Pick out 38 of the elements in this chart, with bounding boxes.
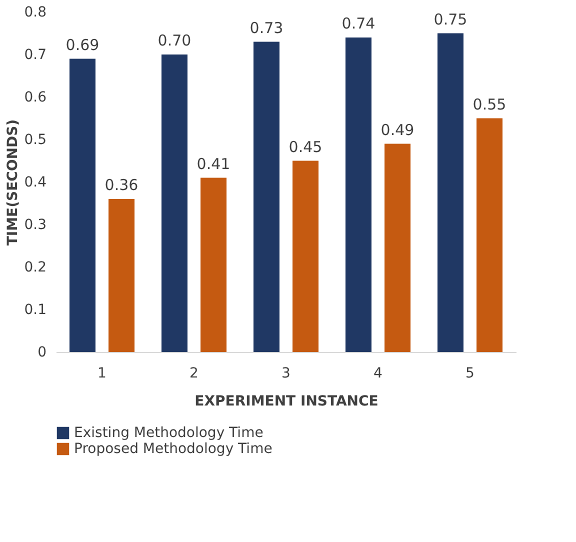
legend-label: Existing Methodology Time	[74, 425, 264, 441]
y-tick-label: 0.6	[24, 90, 47, 106]
bar	[161, 54, 188, 352]
y-tick-label: 0.8	[24, 4, 46, 20]
bar	[476, 118, 503, 352]
y-tick-label: 0.1	[24, 302, 46, 318]
y-tick-label: 0	[38, 344, 46, 360]
legend-label: Proposed Methodology Time	[74, 441, 272, 457]
bar	[292, 160, 319, 352]
data-label: 0.69	[66, 36, 100, 54]
y-tick-label: 0.4	[24, 174, 47, 190]
x-axis-title: EXPERIMENT INSTANCE	[194, 394, 378, 410]
bar	[200, 178, 227, 352]
x-tick-label: 1	[98, 366, 106, 382]
x-tick-label: 3	[282, 366, 290, 382]
bar	[345, 38, 372, 352]
y-tick-label: 0.2	[24, 260, 46, 276]
data-label: 0.36	[104, 176, 138, 194]
y-tick-label: 0.3	[24, 217, 46, 233]
x-tick-label: 5	[466, 366, 474, 382]
data-label: 0.49	[380, 120, 414, 139]
bar	[69, 58, 96, 352]
data-label: 0.55	[472, 95, 506, 114]
bar	[253, 42, 280, 352]
data-label: 0.70	[158, 32, 192, 50]
bar	[108, 199, 135, 352]
data-label: 0.75	[434, 10, 468, 28]
bar	[384, 144, 411, 352]
data-label: 0.45	[288, 138, 322, 156]
bar	[437, 33, 464, 352]
y-tick-label: 0.5	[24, 132, 46, 148]
x-tick-label: 4	[374, 366, 383, 382]
data-label: 0.73	[250, 18, 284, 37]
data-label: 0.74	[342, 14, 376, 32]
y-axis-title: TIME(SECONDS)	[5, 119, 22, 246]
data-label: 0.41	[196, 154, 230, 173]
x-tick-label: 2	[190, 366, 198, 382]
y-tick-label: 0.7	[24, 47, 46, 63]
